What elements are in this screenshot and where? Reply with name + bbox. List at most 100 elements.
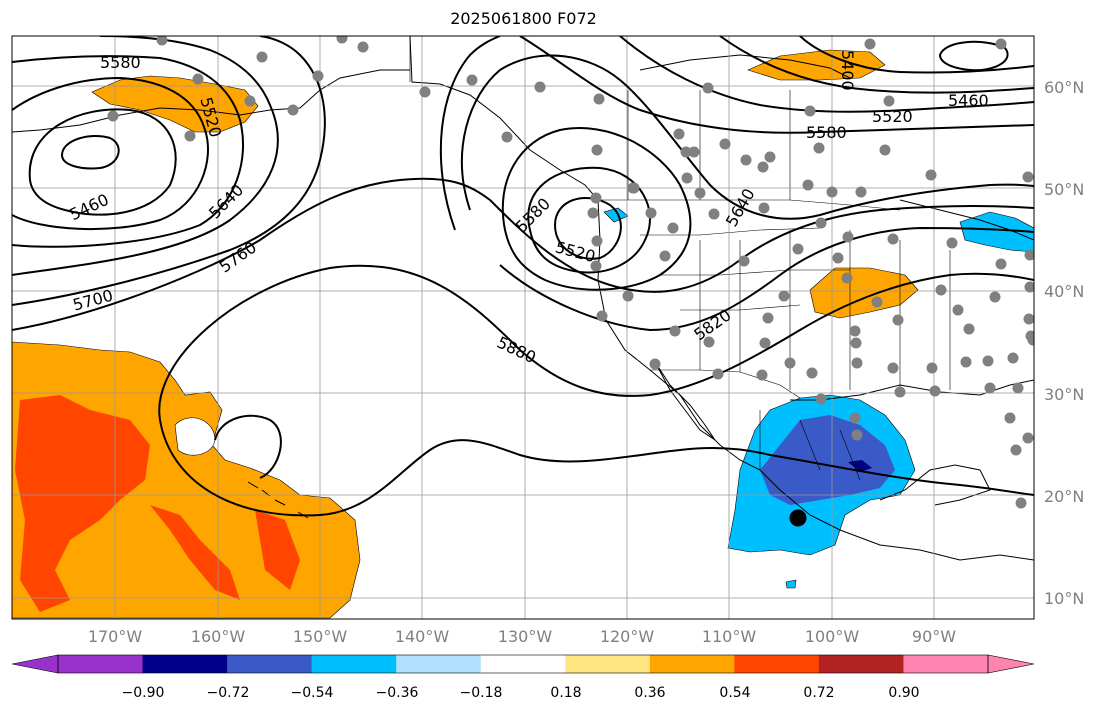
map-border bbox=[11, 35, 1035, 620]
station-marker bbox=[879, 144, 891, 156]
station-marker bbox=[759, 337, 771, 349]
colorbar-cell bbox=[227, 655, 313, 673]
station-marker bbox=[466, 74, 478, 86]
colorbar-tick-label: 0.72 bbox=[803, 685, 834, 701]
colorbar-border bbox=[57, 654, 989, 674]
station-marker bbox=[357, 41, 369, 53]
station-marker bbox=[871, 296, 883, 308]
colorbar-cell bbox=[480, 655, 566, 673]
colorbar-cell bbox=[396, 655, 482, 673]
colorbar-tick-label: 0.90 bbox=[888, 685, 919, 701]
baja-coastline bbox=[654, 361, 716, 441]
colorbar-cell bbox=[565, 655, 651, 673]
station-marker bbox=[792, 243, 804, 255]
station-marker bbox=[587, 207, 599, 219]
colorbar-cell bbox=[311, 655, 397, 673]
mexico-state-borders bbox=[759, 410, 861, 481]
contour-5700-west bbox=[12, 36, 326, 306]
lon-label-160w: 160°W bbox=[191, 627, 246, 646]
station-marker bbox=[591, 235, 603, 247]
station-marker bbox=[963, 323, 975, 335]
positive-anomaly-pacific-core-2 bbox=[150, 505, 240, 600]
hudson-coastline bbox=[639, 54, 851, 79]
station-marker bbox=[864, 38, 876, 50]
station-marker bbox=[806, 367, 818, 379]
station-marker bbox=[804, 105, 816, 117]
station-marker bbox=[1025, 330, 1034, 342]
colorbar-cells bbox=[58, 655, 989, 673]
negative-anomaly-mexico-max bbox=[848, 460, 872, 472]
lon-label-150w: 150°W bbox=[293, 627, 348, 646]
station-marker bbox=[1007, 352, 1019, 364]
colorbar-cell bbox=[58, 655, 144, 673]
station-marker bbox=[590, 260, 602, 272]
station-marker bbox=[712, 368, 724, 380]
station-marker bbox=[694, 187, 706, 199]
station-marker bbox=[784, 357, 796, 369]
contour-5520-west bbox=[12, 76, 209, 231]
station-marker bbox=[649, 358, 661, 370]
lon-label-170w: 170°W bbox=[88, 627, 143, 646]
coastline-layer bbox=[12, 36, 1034, 561]
colorbar-tick-labels: −0.90 −0.72 −0.54 −0.36 −0.18 0.18 0.36 … bbox=[122, 685, 920, 701]
station-marker bbox=[982, 355, 994, 367]
station-marker bbox=[688, 146, 700, 158]
colorbar-tick-label: −0.36 bbox=[376, 685, 419, 701]
station-marker bbox=[1022, 171, 1034, 183]
colorbar-tick-label: 0.36 bbox=[634, 685, 665, 701]
station-marker bbox=[156, 36, 168, 46]
station-marker bbox=[850, 337, 862, 349]
station-marker bbox=[645, 207, 657, 219]
lon-label-140w: 140°W bbox=[395, 627, 450, 646]
station-marker bbox=[995, 38, 1007, 50]
negative-anomaly-great-lakes bbox=[959, 211, 1034, 253]
contour-5460-north bbox=[719, 36, 1034, 94]
station-marker bbox=[1024, 249, 1034, 261]
station-marker bbox=[719, 138, 731, 150]
colorbar-tick-label: 0.54 bbox=[719, 685, 750, 701]
positive-anomaly-pacific-core-3 bbox=[255, 510, 300, 590]
station-marker bbox=[842, 231, 854, 243]
station-marker bbox=[764, 151, 776, 163]
gulf-coast-coastline bbox=[790, 379, 1034, 401]
station-marker bbox=[1010, 444, 1022, 456]
contour-5520-north bbox=[619, 36, 1034, 113]
station-marker bbox=[989, 291, 1001, 303]
station-marker bbox=[312, 70, 324, 82]
station-marker bbox=[926, 362, 938, 374]
station-marker bbox=[851, 357, 863, 369]
contour-5400-north bbox=[799, 36, 1034, 74]
station-marker bbox=[815, 217, 827, 229]
station-marker bbox=[681, 172, 693, 184]
station-marker bbox=[1004, 412, 1016, 424]
station-marker bbox=[832, 252, 844, 264]
station-marker bbox=[667, 222, 679, 234]
lon-label-110w: 110°W bbox=[702, 627, 757, 646]
station-marker bbox=[1023, 313, 1034, 325]
station-marker bbox=[826, 186, 838, 198]
latitude-labels: 60°N 50°N 40°N 30°N 20°N 10°N bbox=[1044, 78, 1084, 608]
station-marker bbox=[659, 250, 671, 262]
station-marker bbox=[534, 81, 546, 93]
station-marker bbox=[841, 272, 853, 284]
contour-label-5580-west: 5580 bbox=[100, 53, 141, 72]
lat-label-50n: 50°N bbox=[1044, 180, 1084, 199]
station-marker bbox=[757, 161, 769, 173]
station-marker bbox=[1024, 281, 1034, 293]
station-marker bbox=[855, 186, 867, 198]
longitude-labels: 170°W 160°W 150°W 140°W 130°W 120°W 110°… bbox=[88, 627, 956, 646]
station-marker bbox=[1015, 497, 1027, 509]
lat-label-30n: 30°N bbox=[1044, 385, 1084, 404]
gridlines bbox=[12, 36, 1034, 619]
station-marker bbox=[778, 290, 790, 302]
contour-5580-pnw bbox=[501, 127, 692, 291]
map-area: 5580 5520 5460 5640 5760 5700 5580 5520 … bbox=[12, 36, 1034, 619]
contour-label-5460-east: 5460 bbox=[948, 91, 989, 110]
colorbar-cell bbox=[818, 655, 904, 673]
station-marker bbox=[887, 362, 899, 374]
colorbar-extend-low bbox=[11, 654, 59, 674]
colorbar-tick-label: 0.18 bbox=[550, 685, 581, 701]
station-marker bbox=[596, 310, 608, 322]
station-marker bbox=[758, 202, 770, 214]
